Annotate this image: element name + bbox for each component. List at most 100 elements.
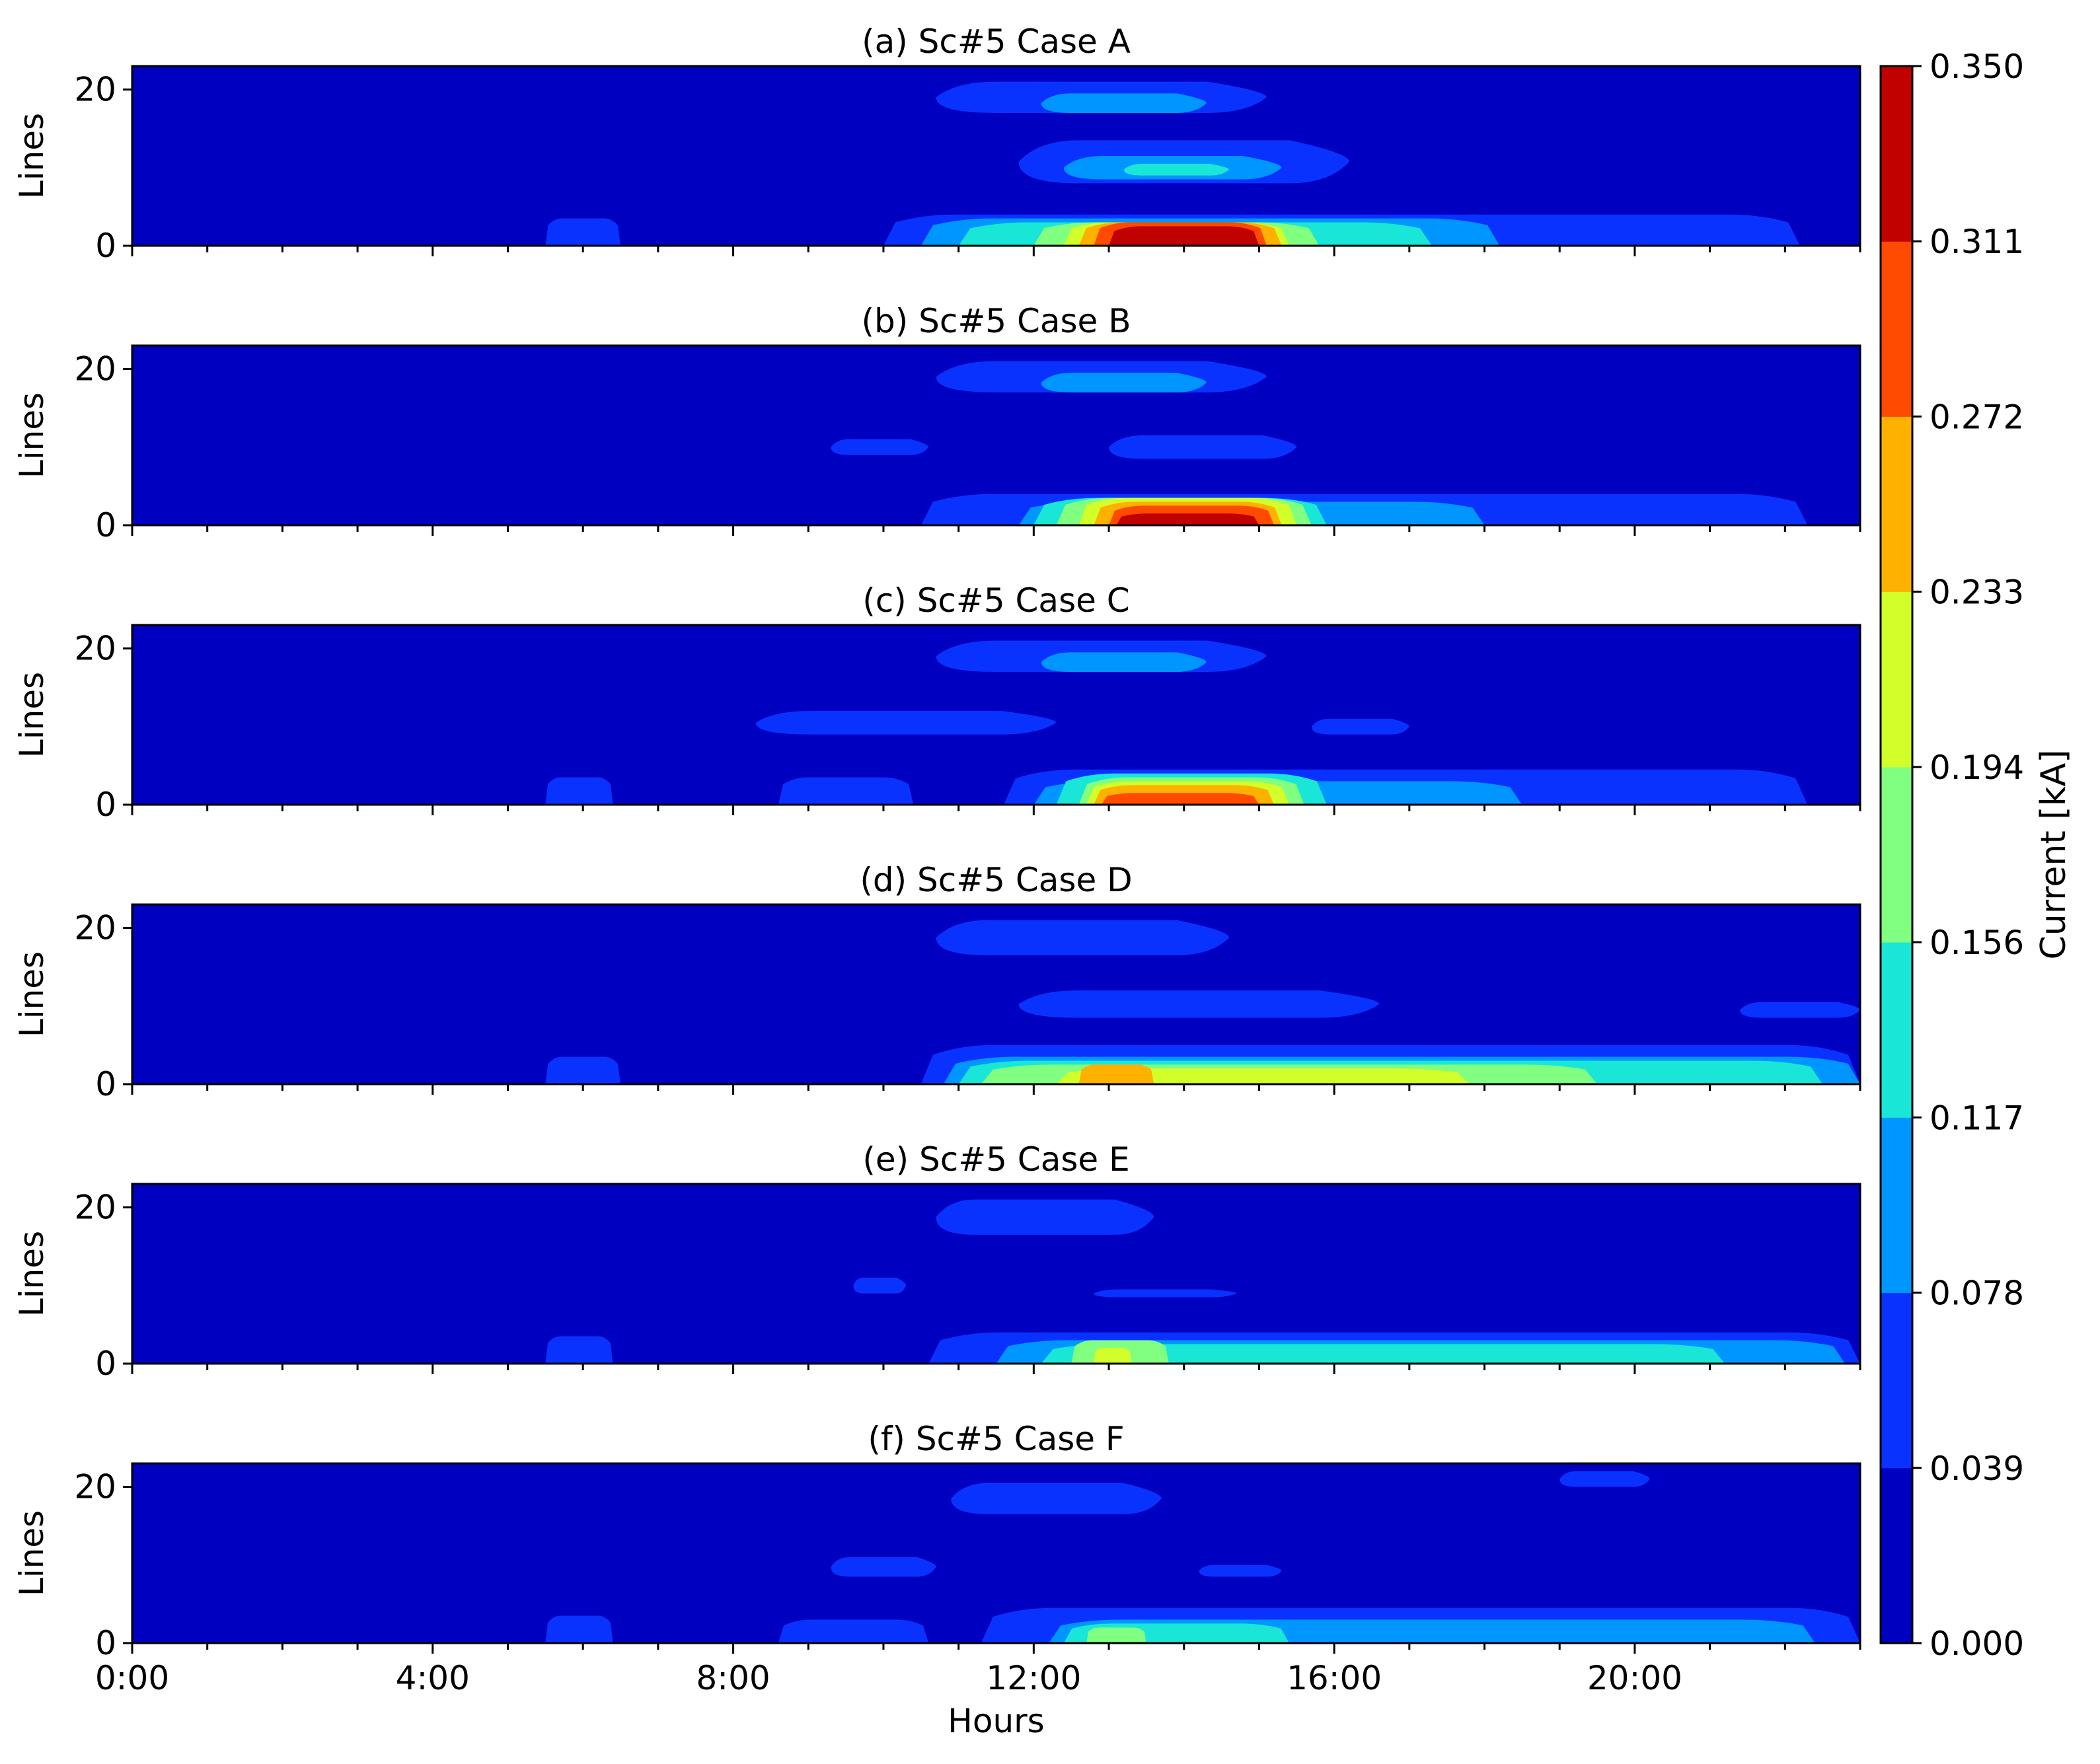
colorbar-tick-label: 0.156	[1930, 924, 2024, 962]
colorbar-tick-label: 0.194	[1930, 749, 2024, 787]
panel-title: (e) Sc#5 Case E	[862, 1140, 1129, 1179]
contour-region	[853, 1277, 907, 1294]
y-tick-label: 20	[74, 349, 116, 388]
colorbar-label: Current [kA]	[2034, 749, 2074, 959]
contour-region	[1740, 1002, 1860, 1018]
y-axis-label: Lines	[13, 392, 51, 478]
panel-5: (e) Sc#5 Case E 0 20 Lines	[13, 1140, 1861, 1383]
panel-title: (a) Sc#5 Case A	[862, 22, 1131, 61]
colorbar-tick-label: 0.039	[1930, 1450, 2024, 1488]
contour-layer	[545, 640, 1808, 805]
x-tick-label: 4:00	[396, 1659, 470, 1697]
contour-region	[778, 777, 914, 805]
contour-region	[545, 777, 613, 805]
contour-region	[1123, 163, 1229, 176]
contour-region	[1041, 373, 1207, 392]
colorbar-frame	[1879, 65, 1914, 1644]
panel-title: (d) Sc#5 Case D	[860, 861, 1132, 899]
axes-frame	[131, 624, 1861, 806]
axes-frame	[131, 65, 1861, 247]
panel-1: (a) Sc#5 Case A 0 20 Lines	[13, 22, 1861, 265]
x-tick-label: 12:00	[986, 1659, 1081, 1697]
panel-6: (f) Sc#5 Case F 0 20 Lines 0:00 4:00 8:00 12:00…	[13, 1420, 1861, 1740]
panels: (a) Sc#5 Case A 0 20 Lines (b) Sc#5 Case B 0 2…	[13, 22, 1861, 1740]
y-axis-label: Lines	[13, 951, 51, 1037]
contour-region	[936, 920, 1229, 955]
colorbar-segment	[1881, 1292, 1912, 1469]
colorbar-segment	[1881, 241, 1912, 417]
contour-region	[951, 1483, 1162, 1514]
colorbar-tick-label: 0.078	[1930, 1274, 2024, 1313]
colorbar-tick-label: 0.350	[1930, 48, 2024, 86]
y-tick-label: 20	[74, 1467, 116, 1506]
colorbar-segment	[1881, 1117, 1912, 1294]
colorbar-segment	[1881, 942, 1912, 1118]
colorbar-tick-label: 0.117	[1930, 1099, 2024, 1137]
colorbar: 0.000 0.039 0.078 0.117 0.156 0.194 0.233 0.272…	[1879, 48, 2074, 1663]
axes-frame	[131, 1183, 1861, 1365]
y-axis-label: Lines	[13, 1231, 51, 1317]
contour-layer	[831, 361, 1808, 525]
y-axis-label: Lines	[13, 672, 51, 758]
y-tick-label: 20	[74, 70, 116, 108]
axes-frame	[131, 1462, 1861, 1644]
colorbar-tick-label: 0.272	[1930, 398, 2024, 436]
contour-region	[1109, 435, 1297, 459]
x-tick-label: 16:00	[1287, 1659, 1382, 1697]
colorbar-segment	[1881, 1467, 1912, 1644]
y-tick-label: 0	[95, 786, 116, 824]
contour-layer	[545, 920, 1860, 1084]
y-tick-label: 20	[74, 629, 116, 667]
contour-layer	[545, 81, 1801, 246]
contour-region	[545, 1615, 613, 1643]
y-axis-label: Lines	[13, 113, 51, 199]
colorbar-segment	[1881, 66, 1912, 242]
contour-region	[1109, 226, 1259, 246]
contour-region	[1559, 1471, 1650, 1487]
contour-region	[545, 1056, 621, 1084]
contour-region	[545, 1336, 613, 1364]
x-tick-label: 20:00	[1587, 1659, 1682, 1697]
x-axis-label: Hours	[948, 1702, 1044, 1740]
contour-region	[1056, 1068, 1470, 1084]
contour-region	[1116, 513, 1259, 525]
colorbar-segment	[1881, 416, 1912, 593]
y-tick-label: 0	[95, 227, 116, 265]
panel-title: (f) Sc#5 Case F	[868, 1420, 1124, 1458]
contour-region	[1086, 1627, 1146, 1643]
colorbar-tick-label: 0.233	[1930, 573, 2024, 612]
axes-frame	[131, 344, 1861, 527]
contour-region	[936, 1199, 1154, 1235]
colorbar-segment	[1881, 766, 1912, 943]
contour-region	[1078, 1064, 1154, 1084]
contour-region	[831, 439, 929, 455]
contour-region	[1199, 1564, 1282, 1577]
y-tick-label: 0	[95, 1065, 116, 1103]
contour-layer	[545, 1471, 1860, 1643]
contour-region	[1041, 1344, 1725, 1364]
panel-4: (d) Sc#5 Case D 0 20 Lines	[13, 861, 1861, 1103]
contour-region	[755, 711, 1057, 735]
y-tick-label: 0	[95, 506, 116, 544]
x-tick-label: 0:00	[95, 1659, 169, 1697]
y-tick-label: 20	[74, 1188, 116, 1226]
contour-region	[778, 1619, 929, 1643]
panel-3: (c) Sc#5 Case C 0 20 Lines	[13, 581, 1861, 824]
y-axis-label: Lines	[13, 1510, 51, 1596]
contour-layer	[545, 1199, 1860, 1364]
panel-title: (b) Sc#5 Case B	[861, 302, 1131, 340]
contour-region	[1041, 652, 1207, 672]
contour-region	[1018, 990, 1380, 1018]
colorbar-tick-label: 0.000	[1930, 1625, 2024, 1663]
y-tick-label: 0	[95, 1624, 116, 1662]
contour-region	[1101, 793, 1259, 805]
contour-region	[1312, 718, 1409, 735]
panel-title: (c) Sc#5 Case C	[862, 581, 1129, 620]
contour-region	[1041, 93, 1207, 113]
contour-region	[1094, 1289, 1237, 1298]
contour-region	[831, 1557, 936, 1577]
contour-region	[1094, 1348, 1132, 1364]
colorbar-tick-label: 0.311	[1930, 223, 2024, 261]
y-tick-label: 20	[74, 908, 116, 947]
